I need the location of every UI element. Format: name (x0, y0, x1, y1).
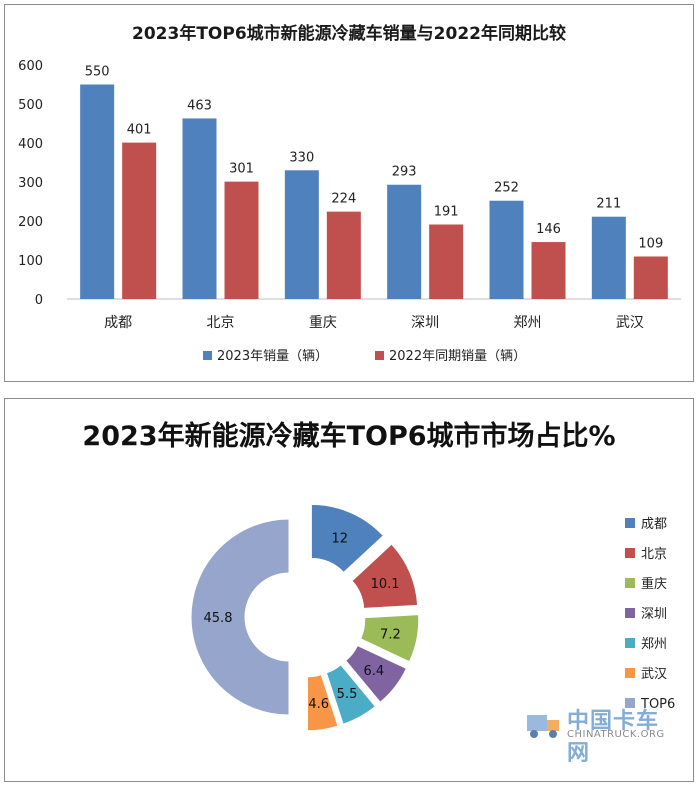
bar-value-label: 191 (434, 205, 459, 220)
slice-value-label: 12 (332, 531, 349, 546)
bar-2022 (224, 181, 259, 299)
legend-swatch (625, 518, 635, 528)
bar-value-label: 550 (85, 65, 110, 80)
x-tick-label: 成都 (104, 315, 132, 331)
y-tick-label: 600 (18, 59, 43, 74)
x-tick-label: 深圳 (411, 315, 439, 331)
legend-swatch (625, 638, 635, 648)
slice-value-label: 7.2 (380, 628, 401, 643)
bar-2023 (591, 216, 626, 299)
y-tick-label: 0 (35, 293, 43, 308)
legend-swatch (625, 578, 635, 588)
donut-slice (325, 664, 377, 725)
truck-logo-icon (527, 715, 559, 738)
legend-swatch (625, 608, 635, 618)
bar-value-label: 463 (187, 98, 212, 113)
bar-value-label: 146 (536, 222, 561, 237)
bar-2023 (387, 184, 422, 299)
legend-swatch (625, 698, 635, 708)
y-tick-label: 100 (18, 254, 43, 269)
legend-label: 重庆 (641, 576, 667, 592)
y-tick-label: 200 (18, 215, 43, 230)
bar-value-label: 293 (392, 165, 417, 180)
legend-label: 2023年销量（辆） (217, 349, 328, 364)
donut-slice (351, 543, 419, 609)
y-tick-label: 400 (18, 137, 43, 152)
legend-swatch (625, 548, 635, 558)
donut-slice (310, 503, 384, 574)
donut-slice (359, 614, 420, 663)
slice-value-label: 45.8 (204, 611, 233, 626)
donut-slice (307, 673, 339, 732)
bar-value-label: 330 (289, 150, 314, 165)
bar-2023 (182, 118, 217, 300)
bar-chart-panel: 2023年TOP6城市新能源冷藏车销量与2022年同期比较 0 100 200 300… (4, 4, 694, 382)
legend-label: 武汉 (641, 667, 667, 682)
legend-label: 成都 (641, 517, 667, 532)
x-tick-label: 郑州 (514, 315, 542, 331)
y-tick-label: 500 (18, 98, 43, 113)
bar-chart-title: 2023年TOP6城市新能源冷藏车销量与2022年同期比较 (132, 23, 566, 44)
legend-swatch (375, 351, 384, 360)
bar-2022 (633, 256, 668, 299)
legend-label: TOP6 (640, 697, 675, 712)
legend-swatch (625, 668, 635, 678)
donut-slice (345, 644, 408, 703)
y-tick-label: 300 (18, 176, 43, 191)
bar-value-label: 252 (494, 181, 519, 196)
bar-value-label: 109 (638, 236, 663, 251)
donut-chart-title: 2023年新能源冷藏车TOP6城市市场占比% (82, 420, 615, 452)
bar-2022 (531, 242, 566, 299)
bar-value-label: 224 (331, 192, 356, 207)
donut-chart-panel: 2023年新能源冷藏车TOP6城市市场占比% 12 10.1 7.2 6.4 5.5 4.… (4, 398, 694, 782)
bar-2022 (122, 142, 157, 299)
bar-2022 (429, 224, 464, 299)
bar-2023 (80, 84, 115, 299)
legend-swatch (203, 351, 212, 360)
bar-2023 (489, 200, 524, 299)
x-tick-label: 重庆 (309, 315, 337, 331)
slice-value-label: 5.5 (337, 687, 358, 702)
legend-label: 郑州 (641, 637, 667, 652)
slice-value-label: 4.6 (308, 697, 329, 712)
bar-value-label: 301 (229, 162, 254, 177)
legend-label: 深圳 (641, 607, 667, 622)
slice-value-label: 10.1 (371, 577, 400, 592)
watermark: 中国卡车网 CHINATRUCK.ORG (521, 703, 671, 766)
bar-2023 (284, 170, 319, 299)
donut-slice (190, 518, 290, 716)
watermark-subtitle: CHINATRUCK.ORG (567, 729, 665, 740)
bar-2022 (326, 211, 361, 299)
bar-value-label: 211 (596, 197, 621, 212)
legend-label: 北京 (641, 547, 667, 562)
watermark-title: 中国卡车网 (567, 708, 660, 766)
x-tick-label: 武汉 (616, 315, 644, 331)
bar-chart: 2023年TOP6城市新能源冷藏车销量与2022年同期比较 0 100 200 300… (18, 23, 681, 364)
bar-value-label: 401 (127, 123, 152, 138)
slice-value-label: 6.4 (363, 664, 384, 679)
legend-label: 2022年同期销量（辆） (389, 349, 526, 364)
donut-chart: 2023年新能源冷藏车TOP6城市市场占比% 12 10.1 7.2 6.4 5.5 4.… (82, 420, 675, 732)
x-tick-label: 北京 (207, 315, 235, 331)
